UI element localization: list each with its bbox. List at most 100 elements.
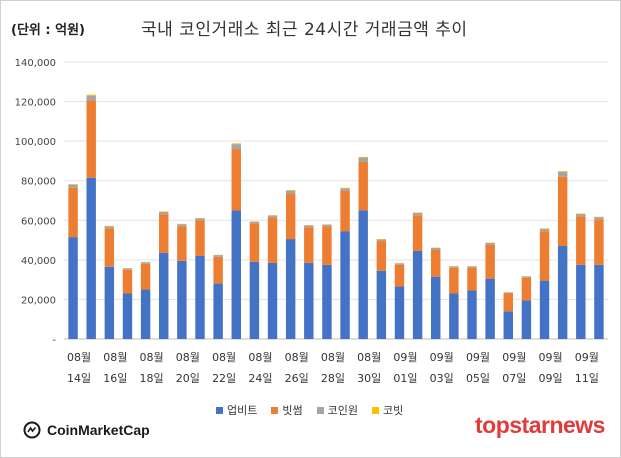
bar-segment-업비트	[576, 264, 586, 339]
bar-segment-빗썸	[231, 149, 241, 211]
bar-segment-업비트	[249, 261, 260, 339]
stacked-bar-chart: - 20,000 40,000 60,000 80,000 100,000 120,000 1…	[15, 58, 608, 385]
bar-segment-업비트	[431, 276, 441, 339]
unit-label: (단위 : 억원)	[11, 23, 85, 38]
bar-segment-코인원	[358, 157, 368, 162]
x-tick-label-day: 03일	[430, 371, 454, 385]
bar-segment-빗썸	[576, 216, 586, 265]
bar-segment-빗썸	[104, 228, 115, 267]
coinmarketcap-logo-text: CoinMarketCap	[47, 422, 150, 438]
bar-segment-업비트	[539, 280, 550, 339]
x-tick-label-day: 20일	[176, 371, 200, 385]
bar-segment-빗썸	[159, 214, 169, 253]
bar-segment-코인원	[503, 292, 513, 294]
bar-segment-업비트	[394, 286, 405, 339]
bar-segment-업비트	[485, 278, 495, 339]
bar-segment-코인원	[195, 218, 205, 221]
bar-segment-코빗	[557, 171, 568, 172]
x-tick-label-day: 07일	[502, 371, 526, 385]
bar-segment-업비트	[68, 237, 78, 339]
legend-label: 코인원	[327, 404, 358, 417]
legend-label: 업비트	[227, 404, 258, 417]
bar-segment-코인원	[521, 276, 532, 278]
x-tick-label-month: 09월	[466, 351, 490, 364]
bar-segment-업비트	[140, 289, 151, 339]
bar-segment-빗썸	[177, 226, 187, 261]
legend-item: 코빗	[372, 402, 403, 418]
bar-segment-업비트	[104, 266, 115, 339]
x-tick-label-month: 09월	[575, 351, 599, 364]
bar-segment-업비트	[340, 231, 350, 339]
bar-segment-코인원	[539, 228, 550, 232]
x-tick-label-day: 24일	[248, 371, 272, 385]
x-tick-label-day: 09일	[538, 371, 562, 385]
y-tick-label: 80,000	[21, 177, 56, 188]
bar-segment-빗썸	[539, 231, 550, 281]
x-tick-label-day: 30일	[357, 371, 381, 385]
bar-segment-코인원	[122, 268, 133, 270]
x-tick-label-month: 08월	[67, 351, 91, 364]
bar-segment-업비트	[267, 262, 278, 339]
legend-swatch	[316, 406, 324, 414]
x-tick-label-day: 26일	[285, 371, 309, 385]
y-tick-label: 60,000	[21, 216, 56, 227]
bar-segment-코인원	[576, 213, 586, 217]
y-tick-label: -	[52, 335, 56, 346]
x-tick-label-month: 08월	[212, 351, 236, 364]
bar-segment-코인원	[285, 190, 296, 194]
bar-segment-업비트	[467, 290, 477, 339]
bar-segment-업비트	[159, 252, 169, 339]
x-tick-label-day: 18일	[140, 371, 164, 385]
bar-segment-빗썸	[394, 264, 405, 287]
x-tick-label-month: 08월	[248, 351, 272, 364]
bar-segment-업비트	[231, 210, 241, 339]
bar-segment-빗썸	[594, 219, 604, 265]
bar-segment-업비트	[304, 262, 314, 339]
bar-segment-코인원	[594, 217, 604, 220]
bar-segment-빗썸	[304, 227, 314, 263]
bar-segment-코빗	[358, 156, 368, 158]
bar-segment-코인원	[467, 266, 477, 268]
chart-legend: 업비트 빗썸 코인원 코빗	[216, 402, 403, 418]
legend-label: 코빗	[383, 404, 404, 417]
bar-segment-코인원	[394, 263, 405, 265]
bar-segment-빗썸	[467, 267, 477, 291]
y-tick-label: 40,000	[21, 256, 56, 267]
bar-segment-빗썸	[521, 277, 532, 301]
bar-segment-빗썸	[340, 190, 350, 232]
x-tick-label-month: 09월	[430, 351, 454, 364]
legend-item: 빗썸	[271, 402, 303, 418]
y-tick-label: 100,000	[15, 137, 56, 148]
bar-segment-코빗	[231, 143, 241, 145]
bar-segment-코인원	[304, 225, 314, 228]
bar-segment-업비트	[412, 250, 423, 339]
x-tick-label-month: 08월	[357, 351, 381, 364]
bar-segment-빗썸	[285, 193, 296, 240]
bar-segment-코인원	[322, 224, 332, 227]
bar-segment-코인원	[249, 221, 260, 224]
topstarnews-logo: topstarnews	[475, 412, 605, 438]
bar-segment-빗썸	[267, 217, 278, 263]
bar-segment-업비트	[358, 210, 368, 339]
bar-segment-코인원	[177, 224, 187, 227]
bar-segment-코인원	[104, 226, 115, 229]
bar-segment-업비트	[195, 255, 205, 339]
bar-segment-업비트	[86, 177, 96, 339]
bar-segment-빗썸	[376, 241, 387, 271]
bar-segment-업비트	[521, 300, 532, 339]
bar-segment-빗썸	[86, 100, 96, 178]
bar-segment-업비트	[213, 283, 223, 339]
legend-swatch	[216, 406, 223, 414]
x-tick-label-day: 14일	[67, 371, 91, 385]
bar-segment-빗썸	[412, 215, 423, 251]
x-tick-label-month: 08월	[285, 351, 309, 364]
chart-title: 국내 코인거래소 최근 24시간 거래금액 추이	[141, 20, 468, 40]
bar-segment-코인원	[159, 211, 169, 215]
bar-segment-빗썸	[249, 223, 260, 262]
bar-segment-빗썸	[358, 161, 368, 211]
y-tick-label: 140,000	[15, 58, 56, 69]
bar-segment-코인원	[231, 144, 241, 150]
bar-segment-업비트	[449, 293, 459, 339]
bar-segment-코인원	[340, 188, 350, 191]
